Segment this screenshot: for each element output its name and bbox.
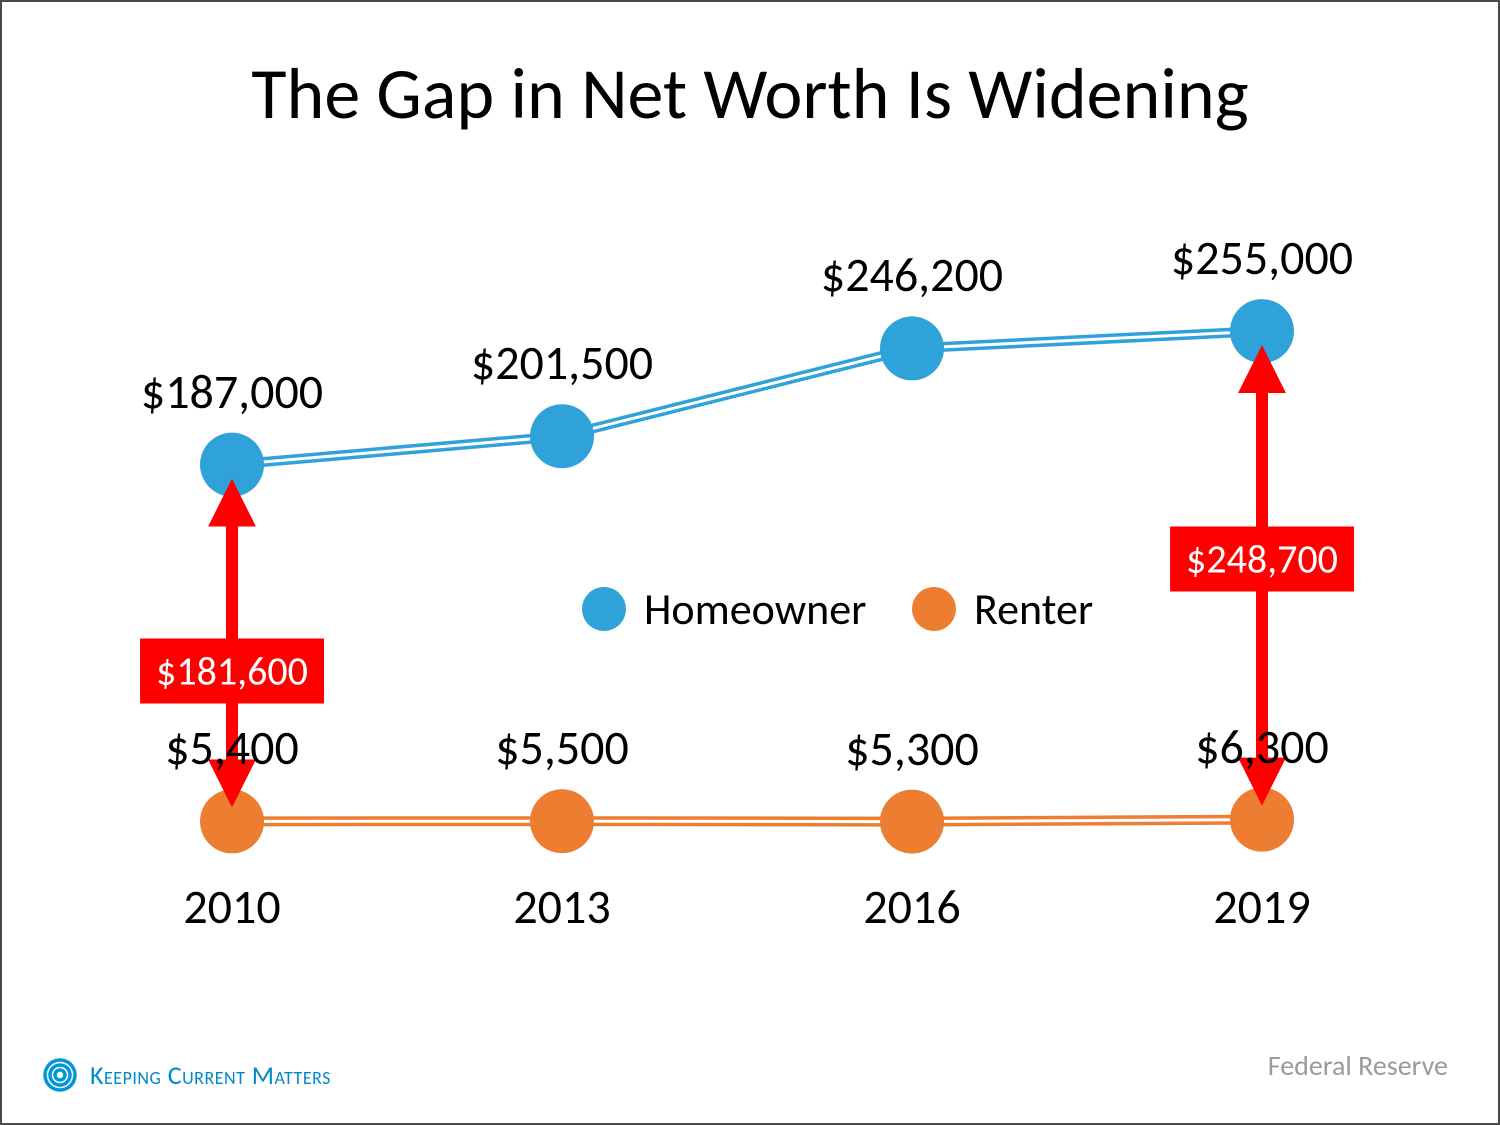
legend-item: Renter bbox=[912, 582, 1093, 636]
chart-title: The Gap in Net Worth Is Widening bbox=[2, 50, 1498, 138]
x-axis-label: 2010 bbox=[183, 877, 280, 936]
x-axis-label: 2013 bbox=[513, 877, 610, 936]
gap-label: $248,700 bbox=[1170, 526, 1354, 591]
data-label: $6,300 bbox=[1195, 717, 1329, 776]
legend-item: Homeowner bbox=[582, 582, 867, 636]
x-axis-label: 2019 bbox=[1213, 877, 1310, 936]
chart-area: $181,600$248,700$187,000$201,500$246,200… bbox=[162, 202, 1322, 922]
gap-label: $181,600 bbox=[140, 639, 324, 704]
data-label: $201,500 bbox=[471, 333, 653, 392]
legend-swatch bbox=[582, 587, 626, 631]
chart-svg bbox=[162, 202, 1322, 922]
brand-footer: Keeping Current Matters bbox=[42, 1057, 331, 1093]
legend-swatch bbox=[912, 587, 956, 631]
data-label: $246,200 bbox=[821, 245, 1003, 304]
chart-card: The Gap in Net Worth Is Widening $181,60… bbox=[0, 0, 1500, 1125]
data-label: $5,500 bbox=[495, 718, 629, 777]
legend-label: Renter bbox=[974, 582, 1093, 636]
x-axis-label: 2016 bbox=[863, 877, 960, 936]
data-label: $5,300 bbox=[845, 719, 979, 778]
legend-label: Homeowner bbox=[644, 582, 867, 636]
data-label: $255,000 bbox=[1171, 228, 1353, 287]
data-label: $5,400 bbox=[165, 718, 299, 777]
data-label: $187,000 bbox=[141, 362, 323, 421]
brand-text: Keeping Current Matters bbox=[90, 1059, 331, 1091]
source-text: Federal Reserve bbox=[1268, 1048, 1448, 1083]
brand-spiral-icon bbox=[42, 1057, 78, 1093]
